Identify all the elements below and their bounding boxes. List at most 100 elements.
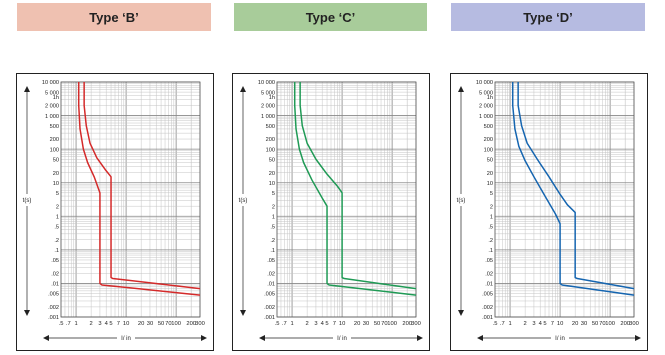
trip-curve-lower bbox=[77, 82, 201, 296]
x-tick-label: 5 bbox=[109, 321, 112, 327]
x-tick-label: 70 bbox=[381, 321, 387, 327]
x-tick-label: 10 bbox=[557, 321, 563, 327]
x-tick-label: 2 bbox=[524, 321, 527, 327]
x-axis-arrowhead-left bbox=[43, 335, 49, 341]
y-tick-label: .005 bbox=[482, 292, 493, 298]
x-tick-label: 7 bbox=[333, 321, 336, 327]
x-tick-label: 1 bbox=[290, 321, 293, 327]
trip-curve-upper bbox=[517, 82, 635, 290]
x-axis-label: I/ in bbox=[555, 336, 565, 342]
x-tick-label: .5 bbox=[275, 321, 280, 327]
x-tick-label: 10 bbox=[123, 321, 129, 327]
y-tick-label: 10 000 bbox=[476, 80, 493, 86]
y-tick-label: .2 bbox=[270, 238, 275, 244]
x-tick-label: 7 bbox=[551, 321, 554, 327]
y-tick-label: 1 000 bbox=[261, 114, 275, 120]
y-tick-label: .05 bbox=[267, 258, 275, 264]
y-tick-label: 5 000 bbox=[479, 90, 493, 96]
x-tick-label: 2 bbox=[90, 321, 93, 327]
y-axis-label-bg bbox=[456, 194, 468, 206]
header-type-d-label: Type ‘D’ bbox=[523, 9, 573, 25]
x-tick-label: 30 bbox=[147, 321, 153, 327]
trip-curve-upper bbox=[299, 82, 417, 290]
y-tick-label: 100 bbox=[484, 147, 493, 153]
y-tick-label: 1h bbox=[53, 95, 59, 101]
y-axis-label-bg bbox=[22, 194, 34, 206]
header-type-c: Type ‘C’ bbox=[234, 3, 427, 31]
y-tick-label: 2 000 bbox=[45, 104, 59, 110]
y-tick-label: 10 000 bbox=[42, 80, 59, 86]
chart-panel-type-d: 10 000 5 000 1h 2 000 1 000 500 200 100 50 20 10 5 2… bbox=[450, 73, 648, 351]
x-tick-label: 300 bbox=[195, 321, 205, 327]
header-type-d: Type ‘D’ bbox=[451, 3, 645, 31]
y-tick-label: .1 bbox=[488, 248, 493, 254]
y-tick-label: .005 bbox=[264, 292, 275, 298]
y-tick-label: 5 bbox=[490, 191, 493, 197]
y-tick-label: 2 000 bbox=[261, 104, 275, 110]
y-tick-label: .01 bbox=[267, 282, 275, 288]
y-tick-label: 5 bbox=[272, 191, 275, 197]
y-tick-label: 50 bbox=[487, 157, 493, 163]
y-tick-label: .5 bbox=[270, 225, 275, 231]
y-axis-label: t(s) bbox=[23, 198, 32, 204]
header-type-b-label: Type ‘B’ bbox=[89, 9, 139, 25]
trip-curve-upper bbox=[83, 82, 201, 290]
y-tick-label: .02 bbox=[267, 272, 275, 278]
y-tick-label: 1 bbox=[56, 214, 59, 220]
x-tick-label: .7 bbox=[66, 321, 71, 327]
y-tick-label: .2 bbox=[54, 238, 59, 244]
y-tick-label: 5 bbox=[56, 191, 59, 197]
header-type-b: Type ‘B’ bbox=[17, 3, 211, 31]
y-tick-label: 200 bbox=[484, 137, 493, 143]
y-tick-label: .002 bbox=[48, 305, 59, 311]
y-tick-label: 1 000 bbox=[479, 114, 493, 120]
y-tick-label: .2 bbox=[488, 238, 493, 244]
y-tick-label: 5 000 bbox=[261, 90, 275, 96]
y-tick-label: 10 000 bbox=[258, 80, 275, 86]
x-tick-label: 30 bbox=[363, 321, 369, 327]
y-axis-arrowhead-up bbox=[24, 86, 30, 92]
x-tick-label: 100 bbox=[605, 321, 615, 327]
y-tick-label: 50 bbox=[53, 157, 59, 163]
x-axis-label-bg bbox=[333, 333, 351, 343]
x-tick-label: 300 bbox=[411, 321, 421, 327]
y-tick-label: .001 bbox=[48, 315, 59, 321]
x-tick-label: 4 bbox=[105, 321, 109, 327]
y-tick-label: .1 bbox=[54, 248, 59, 254]
y-tick-label: 2 bbox=[56, 204, 59, 210]
x-tick-label: 100 bbox=[171, 321, 181, 327]
x-axis-arrowhead-right bbox=[417, 335, 423, 341]
y-tick-label: 20 bbox=[53, 171, 59, 177]
chart-panel-type-c: 10 000 5 000 1h 2 000 1 000 500 200 100 50 20 10 5 2… bbox=[232, 73, 430, 351]
x-tick-label: 5 bbox=[325, 321, 328, 327]
x-tick-label: .5 bbox=[59, 321, 64, 327]
x-axis-label-bg bbox=[117, 333, 135, 343]
x-tick-label: 20 bbox=[572, 321, 578, 327]
x-tick-label: 20 bbox=[138, 321, 144, 327]
y-tick-label: 50 bbox=[269, 157, 275, 163]
y-tick-label: .01 bbox=[51, 282, 59, 288]
y-tick-label: 1 bbox=[272, 214, 275, 220]
x-tick-label: 3 bbox=[98, 321, 101, 327]
y-tick-label: .002 bbox=[264, 305, 275, 311]
x-tick-label: 20 bbox=[354, 321, 360, 327]
y-tick-label: 500 bbox=[484, 124, 493, 130]
y-axis-arrowhead-down bbox=[24, 310, 30, 316]
x-tick-label: 7 bbox=[117, 321, 120, 327]
y-tick-label: 20 bbox=[269, 171, 275, 177]
x-axis-label: I/ in bbox=[337, 336, 347, 342]
chart-panel-type-b: 10 000 5 000 1h 2 000 1 000 500 200 100 50 20 10 5 2… bbox=[16, 73, 214, 351]
x-tick-label: 10 bbox=[339, 321, 345, 327]
y-tick-label: .02 bbox=[485, 272, 493, 278]
y-tick-label: .002 bbox=[482, 305, 493, 311]
y-axis-arrowhead-down bbox=[240, 310, 246, 316]
y-axis-arrowhead-up bbox=[240, 86, 246, 92]
x-tick-label: 200 bbox=[186, 321, 196, 327]
y-tick-label: 100 bbox=[266, 147, 275, 153]
x-tick-label: .5 bbox=[493, 321, 498, 327]
y-axis-label-bg bbox=[238, 194, 250, 206]
x-tick-label: 1 bbox=[74, 321, 77, 327]
